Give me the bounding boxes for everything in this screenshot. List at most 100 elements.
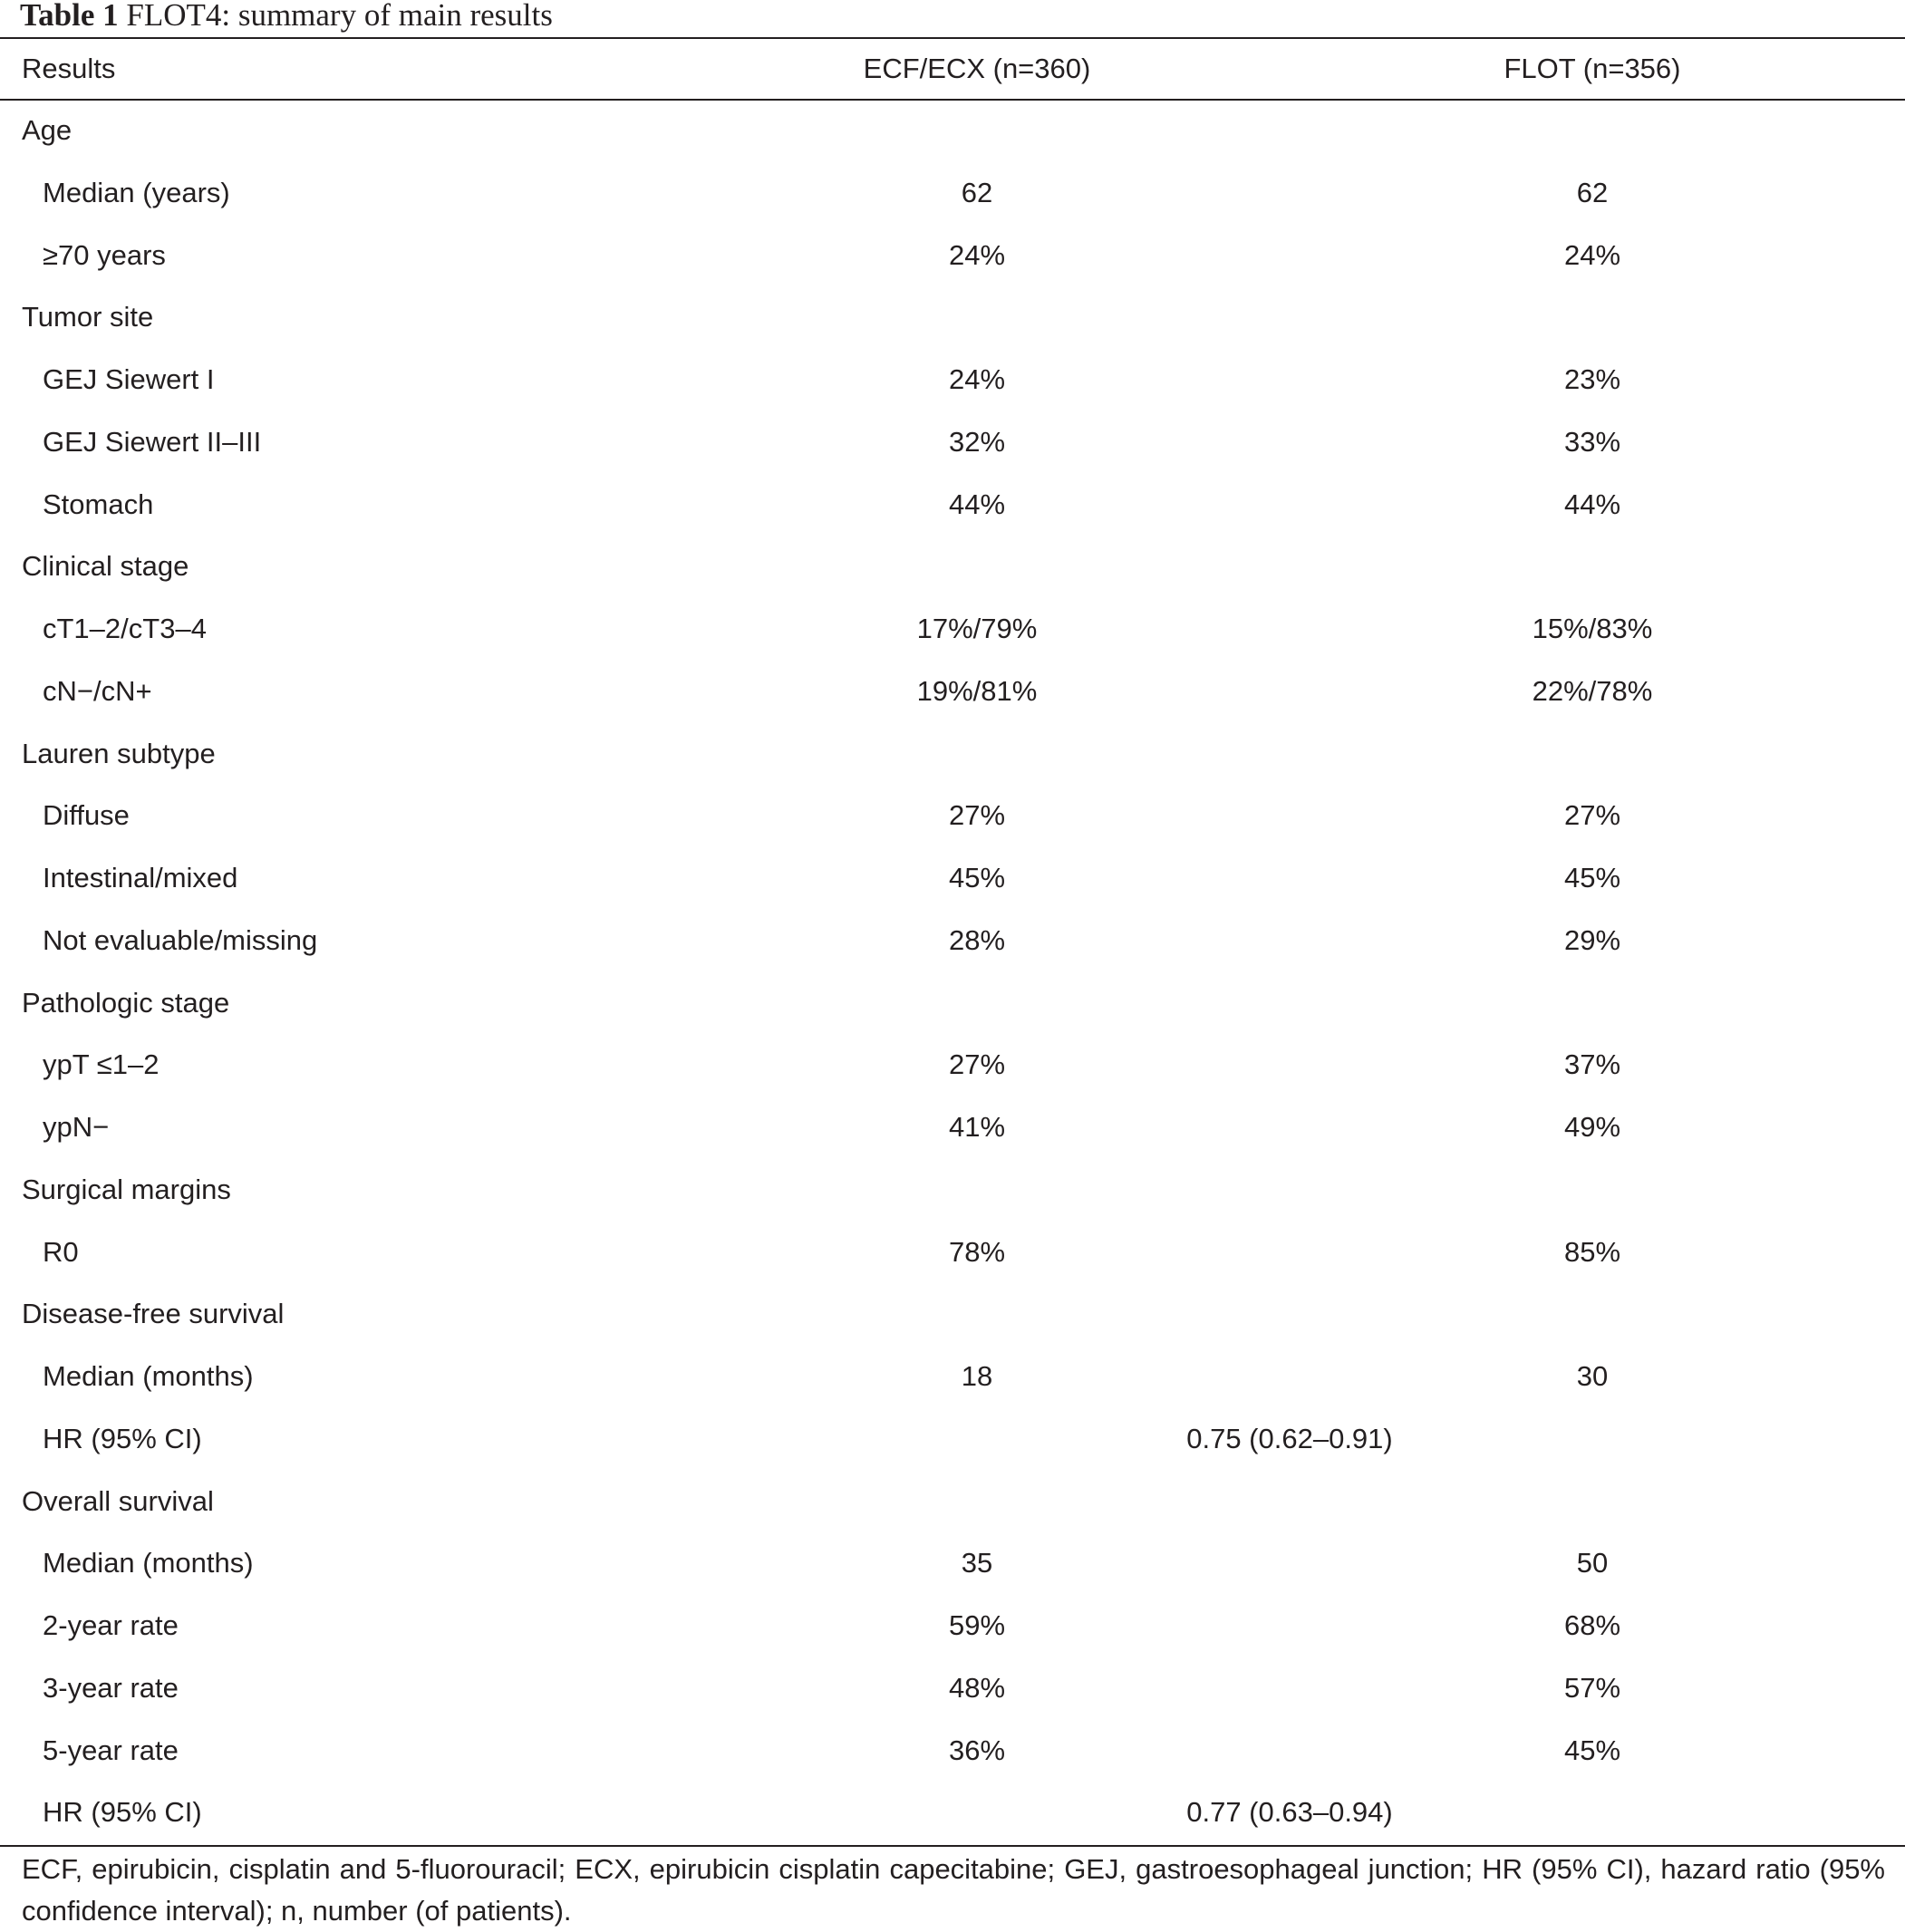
table-row-group: Clinical stage <box>0 536 1905 598</box>
table-row-group: Lauren subtype <box>0 723 1905 786</box>
row-label: Clinical stage <box>22 550 189 583</box>
ecf-ecx-value: 45% <box>948 862 1006 894</box>
header-flot: FLOT (n=356) <box>1504 53 1681 84</box>
row-label: Median (months) <box>43 1547 254 1579</box>
ecf-ecx-value: 48% <box>948 1671 1006 1704</box>
results-table: Results ECF/ECX (n=360) FLOT (n=356) Age… <box>0 39 1905 1828</box>
table-row-group: Tumor site <box>0 286 1905 349</box>
row-label: ypT ≤1–2 <box>43 1048 160 1081</box>
table-row: HR (95% CI) 0.77 (0.63–0.94) <box>0 1782 1905 1844</box>
row-label: HR (95% CI) <box>43 1796 202 1829</box>
table-row: cT1–2/cT3–4 17%/79% 15%/83% <box>0 598 1905 661</box>
table-row: Diffuse 27% 27% <box>0 785 1905 847</box>
row-label: Disease-free survival <box>22 1298 285 1330</box>
row-label: Not evaluable/missing <box>43 923 318 956</box>
table-caption-label: Table 1 <box>20 0 119 33</box>
flot-value: 24% <box>1563 238 1621 271</box>
row-label: 2-year rate <box>43 1609 179 1641</box>
header-ecf-ecx: ECF/ECX (n=360) <box>863 53 1091 84</box>
table-caption-title: FLOT4: summary of main results <box>118 0 553 33</box>
ecf-ecx-value: 24% <box>948 363 1006 395</box>
table-row: ≥70 years 24% 24% <box>0 225 1905 287</box>
ecf-ecx-value: 44% <box>948 488 1006 520</box>
row-label: cT1–2/cT3–4 <box>43 613 207 644</box>
ecf-ecx-value: 59% <box>948 1609 1006 1641</box>
table-row: 3-year rate 48% 57% <box>0 1657 1905 1720</box>
flot-value: 29% <box>1563 923 1621 956</box>
ecf-ecx-value: 35 <box>961 1547 993 1579</box>
table-body: Age Median (years) 62 62 ≥70 years 24% 2… <box>0 100 1905 1844</box>
table-header-row: Results ECF/ECX (n=360) FLOT (n=356) <box>0 39 1905 99</box>
ecf-ecx-value: 27% <box>948 1048 1006 1081</box>
row-label: Overall survival <box>22 1484 214 1517</box>
ecf-ecx-value: 27% <box>948 799 1006 832</box>
table-row: 2-year rate 59% 68% <box>0 1595 1905 1657</box>
flot-value: 50 <box>1576 1547 1609 1579</box>
ecf-ecx-value: 78% <box>948 1235 1006 1268</box>
flot-value: 27% <box>1563 799 1621 832</box>
row-label: ≥70 years <box>43 238 166 271</box>
flot-value: 23% <box>1563 363 1621 395</box>
flot-value: 45% <box>1563 1734 1621 1766</box>
ecf-ecx-value: 24% <box>948 238 1006 271</box>
flot-value: 44% <box>1563 488 1621 520</box>
table-top-rule <box>0 37 1905 39</box>
flot-value: 57% <box>1563 1671 1621 1704</box>
row-label: GEJ Siewert II–III <box>43 425 262 458</box>
row-label: Intestinal/mixed <box>43 862 238 894</box>
table-footnote: ECF, epirubicin, cisplatin and 5-fluorou… <box>22 1853 1885 1927</box>
table-row: cN−/cN+ 19%/81% 22%/78% <box>0 661 1905 723</box>
table-row-group: Age <box>0 100 1905 162</box>
flot-value: 33% <box>1563 425 1621 458</box>
flot-value: 85% <box>1563 1235 1621 1268</box>
table-row-group: Overall survival <box>0 1471 1905 1533</box>
row-label: 5-year rate <box>43 1734 179 1766</box>
row-label: Diffuse <box>43 799 130 832</box>
flot-value: 22%/78% <box>1532 674 1653 707</box>
row-label: 3-year rate <box>43 1671 179 1704</box>
row-label: Lauren subtype <box>22 737 216 769</box>
hazard-ratio-value: 0.75 (0.62–0.91) <box>1186 1422 1393 1454</box>
table-row: Median (months) 35 50 <box>0 1532 1905 1595</box>
ecf-ecx-value: 28% <box>948 923 1006 956</box>
table-row-group: Disease-free survival <box>0 1283 1905 1346</box>
ecf-ecx-value: 36% <box>948 1734 1006 1766</box>
table-row: ypN− 41% 49% <box>0 1096 1905 1159</box>
flot-value: 62 <box>1576 176 1609 208</box>
flot-value: 15%/83% <box>1532 613 1653 644</box>
row-label: Surgical margins <box>22 1173 231 1205</box>
row-label: Pathologic stage <box>22 986 230 1019</box>
row-label: Tumor site <box>22 301 154 333</box>
flot-value: 68% <box>1563 1609 1621 1641</box>
row-label: GEJ Siewert I <box>43 363 215 395</box>
row-label: Median (months) <box>43 1360 254 1392</box>
table-row: Median (months) 18 30 <box>0 1346 1905 1408</box>
flot-value: 45% <box>1563 862 1621 894</box>
table-row: Stomach 44% 44% <box>0 474 1905 536</box>
row-label: ypN− <box>43 1111 110 1143</box>
table-row: ypT ≤1–2 27% 37% <box>0 1034 1905 1096</box>
table-bottom-rule <box>0 1845 1905 1847</box>
row-label: Age <box>22 114 73 146</box>
ecf-ecx-value: 41% <box>948 1111 1006 1143</box>
row-label: R0 <box>43 1235 79 1268</box>
table-caption: Table 1 FLOT4: summary of main results <box>20 0 553 34</box>
header-results: Results <box>22 53 116 84</box>
row-label: cN−/cN+ <box>43 674 152 707</box>
hazard-ratio-value: 0.77 (0.63–0.94) <box>1186 1796 1393 1829</box>
table-row: Not evaluable/missing 28% 29% <box>0 910 1905 972</box>
ecf-ecx-value: 32% <box>948 425 1006 458</box>
table-row: 5-year rate 36% 45% <box>0 1720 1905 1782</box>
table-row-group: Surgical margins <box>0 1159 1905 1222</box>
table-header-rule <box>0 99 1905 101</box>
table-row: Median (years) 62 62 <box>0 162 1905 225</box>
table-row: Intestinal/mixed 45% 45% <box>0 847 1905 910</box>
table-row: GEJ Siewert II–III 32% 33% <box>0 411 1905 474</box>
ecf-ecx-value: 62 <box>961 176 993 208</box>
ecf-ecx-value: 18 <box>961 1360 993 1392</box>
flot-value: 49% <box>1563 1111 1621 1143</box>
row-label: HR (95% CI) <box>43 1422 202 1454</box>
row-label: Median (years) <box>43 176 230 208</box>
ecf-ecx-value: 17%/79% <box>916 613 1038 644</box>
flot-value: 37% <box>1563 1048 1621 1081</box>
